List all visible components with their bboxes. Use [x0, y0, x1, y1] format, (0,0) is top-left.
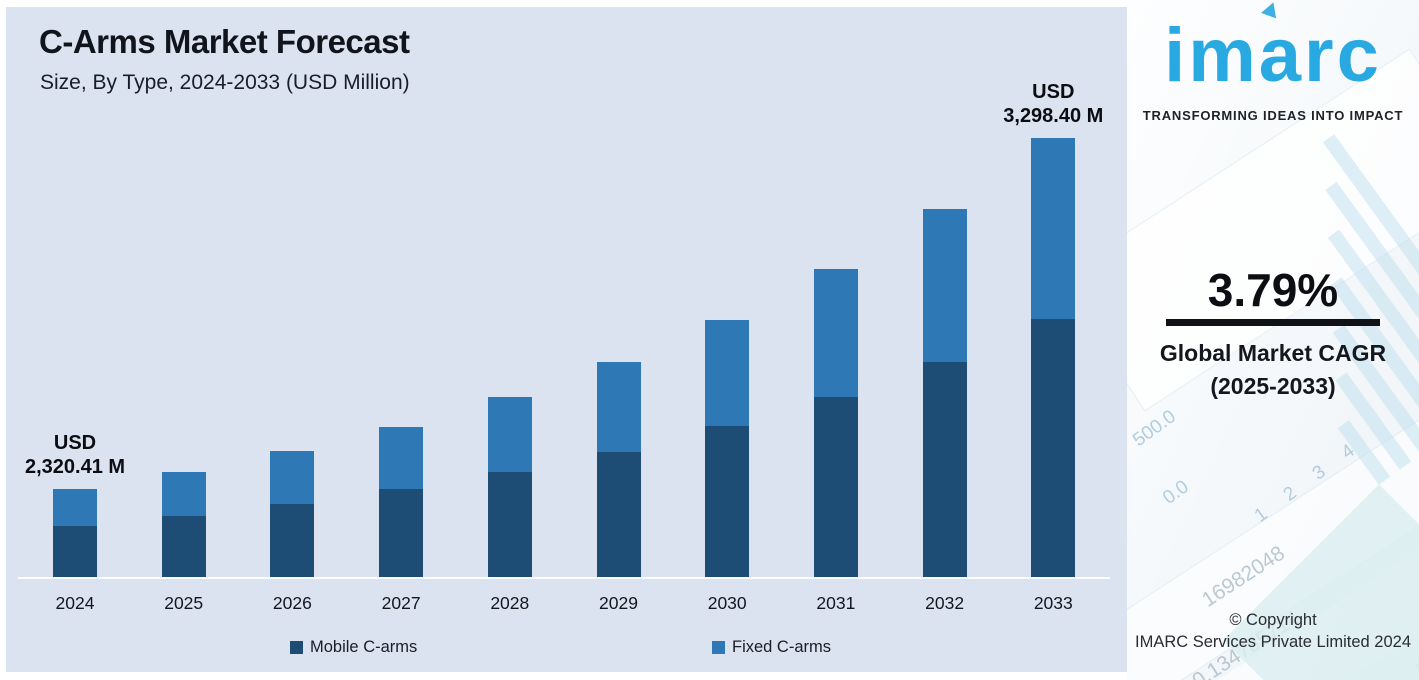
x-axis-label-2033: 2033 [1033, 593, 1073, 613]
bar-2025-mobile-segment[interactable] [161, 516, 206, 577]
bar-2029-mobile-segment[interactable] [596, 452, 641, 577]
imarc-logo: imarc [1127, 8, 1419, 103]
value-label-2024: USD 2,320.41 M [24, 432, 126, 478]
bar-2028[interactable] [487, 397, 532, 577]
bar-2031[interactable] [813, 269, 858, 577]
x-axis-line [18, 577, 1110, 579]
cagr-underline [1166, 319, 1380, 326]
x-axis-label-2025: 2025 [164, 593, 204, 613]
x-axis-label-2026: 2026 [272, 593, 312, 613]
legend-swatch [290, 641, 303, 654]
legend-item-mobile-c-arms[interactable]: Mobile C-arms [290, 638, 417, 657]
watermark-axis-min: 0.0 [1159, 476, 1193, 509]
copyright-line2: IMARC Services Private Limited 2024 [1134, 633, 1412, 651]
copyright-line1: © Copyright [1229, 611, 1317, 629]
bar-2033-mobile-segment[interactable] [1031, 319, 1076, 577]
chart-subtitle: Size, By Type, 2024-2033 (USD Million) [40, 71, 410, 94]
bar-2032[interactable] [922, 209, 967, 577]
cagr-label-line2: (2025-2033) [1210, 373, 1336, 399]
cagr-label-line1: Global Market CAGR [1159, 340, 1387, 366]
bar-2024-fixed-segment[interactable] [53, 489, 97, 526]
bar-2029-fixed-segment[interactable] [596, 362, 641, 452]
x-axis-label-2027: 2027 [381, 593, 421, 613]
bar-2025[interactable] [161, 472, 206, 577]
cagr-value: 3.79% [1207, 264, 1339, 316]
bar-2026[interactable] [270, 451, 315, 577]
x-axis-label-2024: 2024 [55, 593, 95, 613]
bar-2028-fixed-segment[interactable] [487, 397, 532, 472]
logo-panel: 500.0 0.0 1 2 3 4 16982048 0.134785714 2… [1127, 0, 1419, 680]
legend: Mobile C-arms Fixed C-arms [6, 638, 1127, 664]
bar-2030[interactable] [705, 320, 750, 577]
bar-2027-mobile-segment[interactable] [379, 489, 424, 577]
bar-2027[interactable] [379, 427, 424, 577]
bar-2031-fixed-segment[interactable] [813, 269, 858, 397]
legend-label: Fixed C-arms [732, 638, 832, 656]
bar-2026-mobile-segment[interactable] [270, 504, 315, 577]
bar-2032-mobile-segment[interactable] [922, 362, 967, 577]
legend-label: Mobile C-arms [310, 638, 418, 656]
bar-2027-fixed-segment[interactable] [379, 427, 424, 489]
value-label-2033: USD 3,298.40 M [1003, 81, 1104, 127]
x-axis-label-2029: 2029 [599, 593, 638, 613]
x-axis-labels: 2024 2025 2026 2027 2028 2029 2030 2031 2032 2033 [6, 593, 1127, 619]
bar-2029[interactable] [596, 362, 641, 577]
plot-area: USD 2,320.41 M USD 3,298.40 M [6, 7, 1127, 579]
bar-2024-mobile-segment[interactable] [53, 526, 97, 577]
bar-2028-mobile-segment[interactable] [487, 472, 532, 577]
bar-2033-fixed-segment[interactable] [1031, 138, 1076, 319]
bar-2025-fixed-segment[interactable] [161, 472, 206, 516]
chart-panel: C-Arms Market Forecast Size, By Type, 20… [6, 7, 1127, 672]
bar-2030-fixed-segment[interactable] [705, 320, 750, 426]
bar-2024[interactable] [53, 489, 97, 577]
legend-swatch [712, 641, 725, 654]
watermark-ticks: 1 2 3 4 [1250, 434, 1367, 527]
watermark-number: 16982048 [1198, 541, 1289, 612]
imarc-tagline: TRANSFORMING IDEAS INTO IMPACT [1142, 108, 1404, 123]
legend-item-fixed-c-arms[interactable]: Fixed C-arms [712, 638, 831, 657]
bar-2030-mobile-segment[interactable] [705, 426, 750, 577]
imarc-logo-text: imarc [1164, 13, 1382, 98]
x-axis-label-2030: 2030 [707, 593, 747, 613]
bar-2031-mobile-segment[interactable] [813, 397, 858, 577]
bar-2032-fixed-segment[interactable] [922, 209, 967, 362]
watermark-axis-max: 500.0 [1129, 406, 1180, 452]
x-axis-label-2032: 2032 [925, 593, 965, 613]
chart-title: C-Arms Market Forecast [39, 23, 410, 60]
bar-2026-fixed-segment[interactable] [270, 451, 315, 504]
x-axis-label-2031: 2031 [816, 593, 856, 613]
x-axis-label-2028: 2028 [490, 593, 530, 613]
bar-2033[interactable] [1031, 138, 1076, 577]
